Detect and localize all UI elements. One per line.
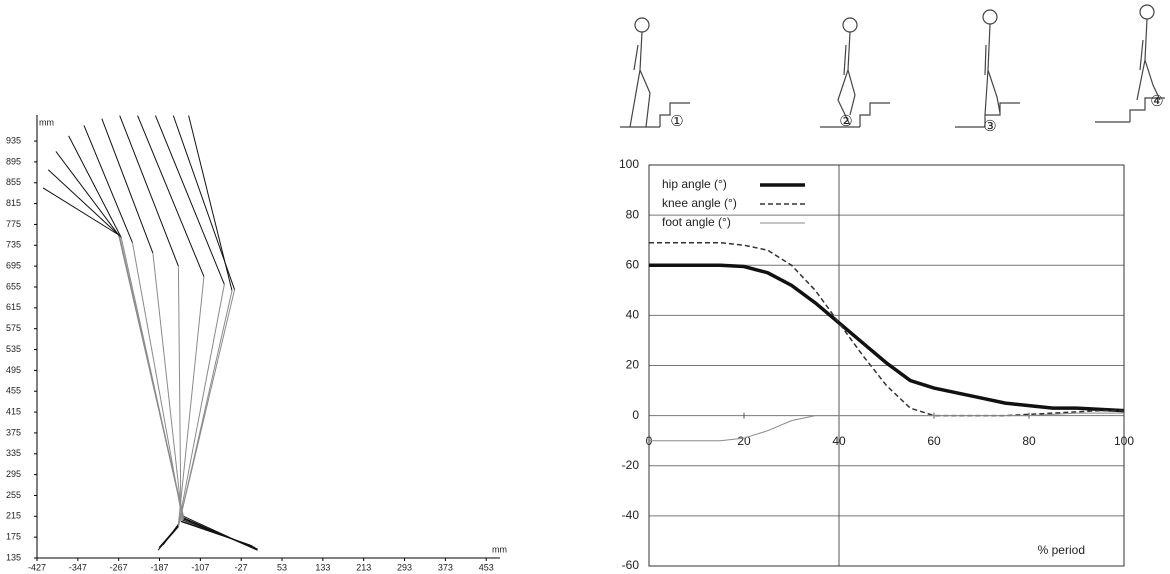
y-tick-label: -40 (622, 508, 640, 522)
y-tick-label: 935 (6, 135, 21, 145)
limb-segment (178, 266, 181, 521)
y-tick-label: 80 (626, 207, 640, 221)
y-tick-label: 375 (6, 427, 21, 437)
y-unit: mm (39, 117, 54, 127)
phase-number: ④ (1150, 93, 1163, 110)
y-tick-label: 255 (6, 490, 21, 500)
x-tick-label: -427 (28, 562, 46, 572)
series-line (649, 265, 1124, 410)
y-tick-label: 575 (6, 323, 21, 333)
y-tick-label: 175 (6, 532, 21, 542)
y-tick-label: 215 (6, 511, 21, 521)
limb-segment (132, 243, 182, 520)
x-tick-label: 293 (397, 562, 412, 572)
y-tick-label: 535 (6, 344, 21, 354)
y-tick-label: 815 (6, 198, 21, 208)
limb-segment (178, 277, 204, 525)
y-tick-label: 735 (6, 240, 21, 250)
y-tick-label: 135 (6, 552, 21, 562)
x-tick-label: 60 (927, 434, 941, 448)
x-unit: mm (492, 544, 507, 554)
y-tick-label: 335 (6, 448, 21, 458)
x-tick-label: -267 (110, 562, 128, 572)
x-tick-label: 213 (356, 562, 371, 572)
limb-segment (155, 116, 224, 285)
y-tick-label: 20 (626, 358, 640, 372)
limb-segment (153, 253, 183, 521)
y-tick-label: 455 (6, 386, 21, 396)
phase-number: ② (839, 113, 852, 130)
limb-segment (158, 527, 178, 550)
x-tick-label: -107 (191, 562, 209, 572)
figure: 135 175 215 255 295 335 375 415 455 495 535 575 615 6… (0, 0, 1170, 574)
y-tick-label: 615 (6, 302, 21, 312)
limb-segment (178, 291, 232, 527)
x-tick-label: -187 (151, 562, 169, 572)
phase-number: ① (670, 113, 683, 130)
y-tick-label: -60 (622, 558, 640, 572)
phase-icons (620, 5, 1165, 127)
y-tick-label: 60 (626, 257, 640, 271)
y-tick-label: 40 (626, 308, 640, 322)
phase-number: ③ (983, 118, 996, 135)
y-tick-label: 415 (6, 406, 21, 416)
series-line (649, 413, 1124, 441)
y-tick-label: -20 (622, 458, 640, 472)
y-tick-label: 775 (6, 219, 21, 229)
x-tick-label: 453 (479, 562, 494, 572)
y-tick-label: 100 (619, 157, 639, 171)
limb-segment (189, 116, 232, 291)
stick-chart: 135 175 215 255 295 335 375 415 455 495 535 575 615 6… (6, 115, 507, 572)
x-tick-label: 373 (438, 562, 453, 572)
limb-segment (121, 237, 183, 518)
limb-segment (178, 284, 224, 525)
x-tick-label: 133 (315, 562, 330, 572)
x-tick-label: 20 (737, 434, 751, 448)
limb-segment (138, 116, 204, 277)
legend-label: knee angle (°) (662, 196, 737, 210)
y-tick-label: 695 (6, 261, 21, 271)
y-tick-label: 855 (6, 177, 21, 187)
y-tick-label: 895 (6, 156, 21, 166)
legend-label: foot angle (°) (662, 215, 731, 229)
x-tick-label: -347 (69, 562, 87, 572)
y-tick-label: 655 (6, 281, 21, 291)
limb-segment (181, 522, 250, 545)
x-axis-label: % period (1038, 543, 1085, 557)
legend-label: hip angle (°) (662, 177, 727, 191)
y-tick-label: 295 (6, 469, 21, 479)
limb-segment (48, 170, 118, 235)
x-tick-label: 80 (1022, 434, 1036, 448)
y-tick-label: 0 (632, 408, 639, 422)
series-line (649, 243, 1124, 416)
x-tick-label: 53 (277, 562, 287, 572)
x-tick-label: -27 (235, 562, 248, 572)
y-tick-label: 495 (6, 365, 21, 375)
limb-segment (56, 151, 120, 236)
